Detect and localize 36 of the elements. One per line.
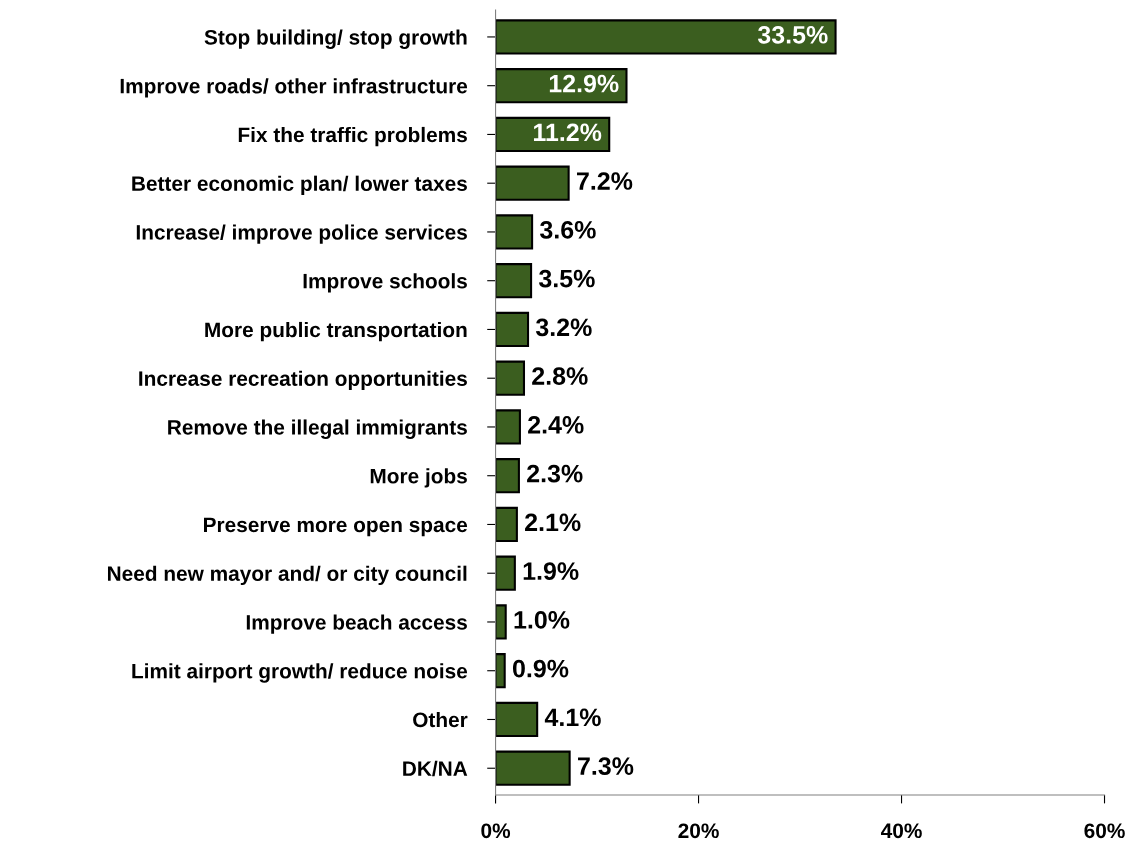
y-tick-label: Better economic plan/ lower taxes xyxy=(132,175,467,196)
data-label: 2.8% xyxy=(532,367,588,385)
y-tick-label: Improve beach access xyxy=(246,614,467,634)
x-tick-label: 20% xyxy=(678,823,719,839)
data-label: 1.9% xyxy=(523,562,579,580)
y-tick-label: Improve roads/ other infrastructure xyxy=(120,78,468,98)
y-tick-label: Stop building/ stop growth xyxy=(204,29,467,49)
y-tick-label: Increase/ improve police services xyxy=(136,224,467,244)
y-tick-label: Increase recreation opportunities xyxy=(139,370,467,391)
y-tick-label: Other xyxy=(413,711,468,728)
y-tick-label: Fix the traffic problems xyxy=(238,126,467,147)
data-label: 0.9% xyxy=(512,659,569,678)
data-label: 12.9% xyxy=(549,74,619,93)
data-label: 2.3% xyxy=(527,464,583,483)
data-label: 4.1% xyxy=(544,708,601,727)
data-label: 3.5% xyxy=(538,269,595,288)
data-label: 11.2% xyxy=(533,123,602,142)
data-label: 3.2% xyxy=(535,318,592,337)
x-tick-label: 40% xyxy=(881,823,922,839)
y-tick-label: Preserve more open space xyxy=(204,517,468,537)
data-label: 7.3% xyxy=(578,757,634,775)
data-label: 2.1% xyxy=(525,513,581,532)
x-tick-label: 60% xyxy=(1084,823,1125,839)
data-label: 7.2% xyxy=(577,172,633,190)
data-label: 33.5% xyxy=(757,25,828,44)
data-label: 1.0% xyxy=(514,610,570,629)
y-tick-label: Remove the illegal immigrants xyxy=(168,419,467,439)
y-tick-label: Improve schools xyxy=(303,273,467,293)
y-tick-label: More public transportation xyxy=(205,321,467,342)
data-label: 2.4% xyxy=(528,415,584,434)
x-tick-label: 0% xyxy=(481,823,511,839)
data-label: 3.6% xyxy=(539,220,596,239)
y-tick-label: Need new mayor and/ or city council xyxy=(107,565,467,586)
y-tick-label: More jobs xyxy=(370,468,467,488)
y-tick-label: DK/NA xyxy=(403,760,468,777)
y-tick-label: Limit airport growth/ reduce noise xyxy=(132,663,468,683)
